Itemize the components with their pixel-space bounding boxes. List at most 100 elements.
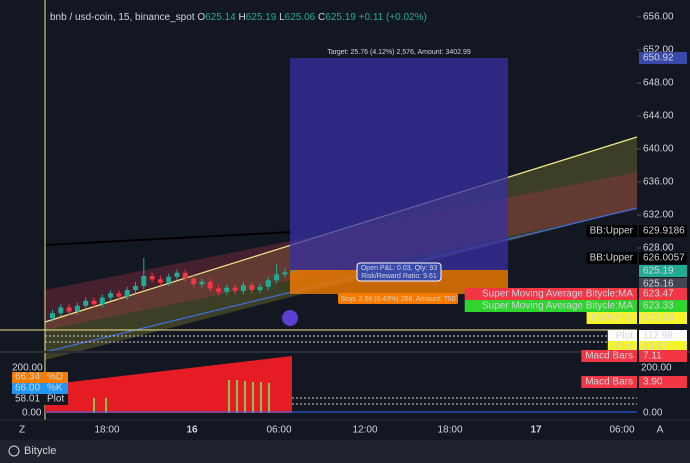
tag-value-bg xyxy=(639,252,687,264)
tag-value-bg xyxy=(639,350,687,362)
tag-value-bg xyxy=(639,330,687,342)
candle-body xyxy=(290,271,296,273)
scale-top: 200.00 xyxy=(641,363,672,374)
price-tick-label: 636.00 xyxy=(643,177,674,188)
stop-label: Stop: 2.68 (0.43%) 268, Amount: 750 xyxy=(340,296,455,303)
candle-body xyxy=(157,279,163,283)
candle-body xyxy=(108,293,114,298)
tag-value: 625.16 xyxy=(643,279,674,290)
lower-scale-bottom: 0.00 xyxy=(22,408,42,419)
tag-label: Super Moving Average Bitycle:MA xyxy=(482,289,633,300)
legend-bg xyxy=(12,372,68,383)
tag-value-bg xyxy=(639,52,687,64)
tag-value-bg xyxy=(639,312,687,324)
candle-body xyxy=(199,281,205,285)
candle-body xyxy=(207,281,213,289)
legend-name: Plot xyxy=(47,394,64,405)
tag-label-bg xyxy=(586,225,637,237)
price-tick-label: 628.00 xyxy=(643,243,674,254)
tag-label-bg xyxy=(464,300,637,312)
candle-body xyxy=(83,300,89,306)
legend-value: 58.01 xyxy=(15,394,40,405)
price-tick-label: 632.00 xyxy=(643,210,674,221)
tag-label: Plot xyxy=(616,342,633,353)
tag-label-bg xyxy=(586,252,637,264)
time-label: 18:00 xyxy=(94,425,119,436)
candle-body xyxy=(166,276,172,283)
candle-body xyxy=(141,276,147,286)
candle-body xyxy=(66,307,72,312)
tag-value: 3.90 xyxy=(643,377,663,388)
tag-label: BB:Upper xyxy=(590,226,634,237)
axis-left-button[interactable]: Z xyxy=(19,425,25,436)
candle-body xyxy=(91,300,97,305)
tag-value: 623.47 xyxy=(643,289,674,300)
candle-body xyxy=(133,285,138,291)
candle-body xyxy=(257,286,263,291)
tag-value: 0.00 xyxy=(643,408,663,419)
candle-body xyxy=(265,280,271,287)
time-label: 06:00 xyxy=(609,425,634,436)
candle-body xyxy=(149,276,155,280)
candle-body xyxy=(274,274,280,281)
time-label: 12:00 xyxy=(352,425,377,436)
tag-value: 623.33 xyxy=(643,301,674,312)
tag-value-bg xyxy=(639,376,687,388)
tag-value-bg xyxy=(639,225,687,237)
tag-label-bg xyxy=(581,350,637,362)
price-tick-label: 656.00 xyxy=(643,12,674,23)
tag-label-bg xyxy=(607,330,637,342)
legend-value: 66.00 xyxy=(15,383,40,394)
legend-name: %D xyxy=(47,372,63,383)
tag-label: Macd Bars xyxy=(585,377,633,388)
candle-body xyxy=(216,288,221,292)
candle-body xyxy=(232,287,238,291)
legend-value: 66.34 xyxy=(15,372,40,383)
tag-value-bg xyxy=(639,407,687,419)
candle-body xyxy=(124,290,130,297)
symbol-header: bnb / usd-coin, 15, binance_spot O625.14… xyxy=(50,12,427,23)
candle-body xyxy=(282,272,288,275)
candle-body xyxy=(50,313,55,319)
brand: Bitycle xyxy=(24,445,56,457)
header-part: C xyxy=(318,12,325,23)
tag-label: BB:Upper xyxy=(590,253,634,264)
candle-body xyxy=(182,272,188,279)
lower-scale-top: 200.00 xyxy=(12,363,43,374)
tag-value-bg xyxy=(639,278,687,290)
candle-body xyxy=(174,272,180,277)
header-part: 625.14 xyxy=(205,12,236,23)
header-part: bnb / usd-coin, 15, binance_spot xyxy=(50,12,195,23)
candle-body xyxy=(240,285,246,291)
candle-body xyxy=(224,287,230,292)
tag-value: 23.57 xyxy=(643,342,668,353)
legend-bg xyxy=(12,383,68,394)
legend-bg xyxy=(12,394,68,405)
tag-label-bg xyxy=(464,288,637,300)
tag-value-bg xyxy=(639,265,687,277)
tag-value: 112.98 xyxy=(643,331,673,342)
header-part: 625.19 xyxy=(325,12,356,23)
tag-label-bg xyxy=(586,312,637,324)
tag-label: Plot xyxy=(616,331,633,342)
tag-value: 626.0057 xyxy=(643,253,685,264)
brand-icon xyxy=(8,445,20,457)
candle-body xyxy=(191,278,197,285)
tag-value-bg xyxy=(639,300,687,312)
tag-label: Super Moving Average Bitycle:MA xyxy=(482,301,633,312)
axis-right-button[interactable]: A xyxy=(657,425,664,436)
pnl-box xyxy=(356,262,442,282)
stop-box xyxy=(338,293,458,304)
time-label: 18:00 xyxy=(437,425,462,436)
header-part: +0.11 (+0.02%) xyxy=(359,12,427,23)
header-part: O xyxy=(197,12,205,23)
candle-body xyxy=(58,307,64,314)
time-label: 16 xyxy=(186,425,198,436)
ratio-label: Risk/Reward Ratio: 9.61 xyxy=(361,273,437,280)
price-tick-label: 640.00 xyxy=(643,144,674,155)
tag-label: Macd Bars xyxy=(585,351,633,362)
header-part: L xyxy=(279,12,285,23)
time-label: 17 xyxy=(530,425,542,436)
candle-body xyxy=(99,297,105,305)
